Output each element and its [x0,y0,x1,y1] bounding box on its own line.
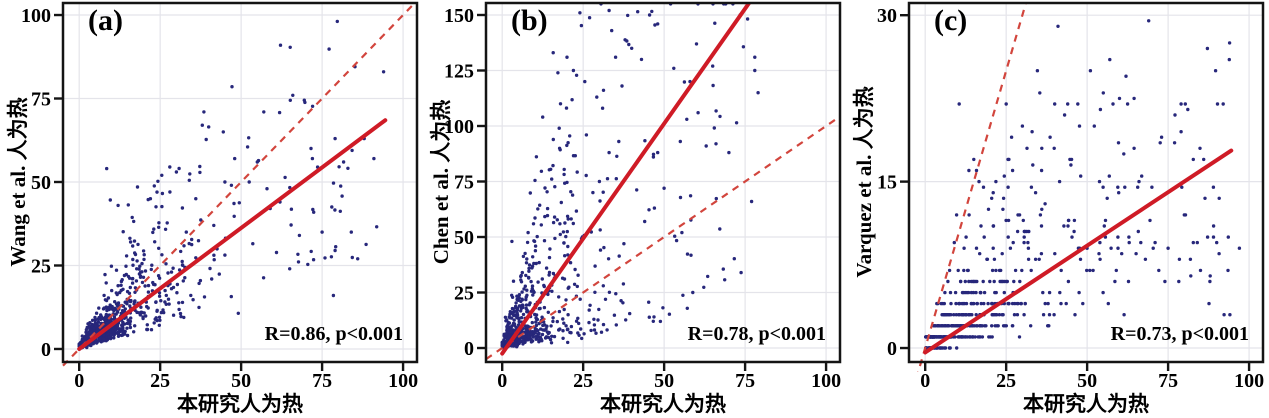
svg-text:25: 25 [454,283,474,305]
panel-b: 0 25 50 75 100 0 25 50 75 100 125 150 Chen et al. 人… [423,0,846,416]
svg-text:0: 0 [920,370,930,392]
svg-text:0: 0 [497,370,507,392]
svg-text:50: 50 [454,227,474,249]
panel-c-x-axis-label: 本研究人为热 [1023,392,1149,416]
svg-text:75: 75 [312,370,332,392]
panel-a-y-axis-label: Wang et al. 人为热 [6,97,30,267]
svg-text:75: 75 [735,370,755,392]
panel-a-svg: 0 25 50 75 100 0 25 50 75 100 [21,1,419,392]
panel-a-x-axis-label: 本研究人为热 [177,392,303,416]
svg-text:100: 100 [811,370,841,392]
panel-a: 0 25 50 75 100 0 25 50 75 100 Wang et al. 人为热 (a)… [0,0,423,416]
panel-b-stats-annotation: R=0.78, p<0.001 [687,323,826,345]
panel-c: 0 25 50 75 100 0 15 30 Varquez et al. 人为热 (c) R… [846,0,1269,416]
panel-a-stats-annotation: R=0.86, p<0.001 [264,323,403,345]
svg-text:75: 75 [31,89,51,111]
svg-text:125: 125 [444,60,474,82]
svg-text:100: 100 [1234,370,1264,392]
panel-b-svg: 0 25 50 75 100 0 25 50 75 100 125 150 [444,1,842,392]
svg-text:100: 100 [21,5,51,27]
svg-text:150: 150 [444,5,474,27]
panel-b-y-axis-label: Chen et al. 人为热 [429,99,453,265]
svg-text:75: 75 [1158,370,1178,392]
panel-c-stats-annotation: R=0.73, p<0.001 [1110,323,1249,345]
svg-text:0: 0 [74,370,84,392]
svg-text:50: 50 [231,370,251,392]
panel-a-letter: (a) [88,4,123,37]
svg-text:0: 0 [41,339,51,361]
svg-text:50: 50 [1077,370,1097,392]
panel-c-svg: 0 25 50 75 100 0 15 30 [877,1,1265,392]
panel-c-y-axis-label: Varquez et al. 人为热 [852,86,876,278]
svg-text:50: 50 [31,172,51,194]
svg-text:100: 100 [444,116,474,138]
svg-text:25: 25 [150,370,170,392]
svg-text:25: 25 [996,370,1016,392]
panel-b-letter: (b) [511,4,548,37]
svg-text:25: 25 [31,255,51,277]
panel-c-letter: (c) [934,4,968,37]
svg-text:50: 50 [654,370,674,392]
svg-text:30: 30 [877,5,897,27]
svg-text:0: 0 [887,338,897,360]
svg-text:25: 25 [573,370,593,392]
svg-text:15: 15 [877,172,897,194]
svg-text:0: 0 [464,338,474,360]
svg-text:100: 100 [388,370,418,392]
panel-b-x-axis-label: 本研究人为热 [600,392,726,416]
svg-text:75: 75 [454,172,474,194]
